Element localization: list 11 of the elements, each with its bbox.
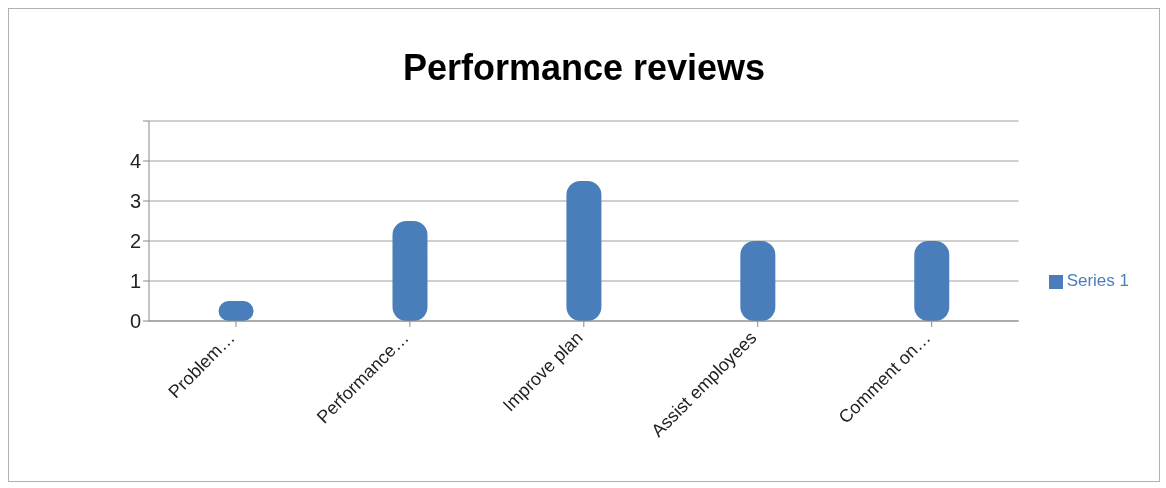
bar <box>392 221 428 321</box>
y-tick-label: 2 <box>129 230 141 253</box>
legend-label: Series 1 <box>1066 271 1129 290</box>
y-tick-label: 4 <box>129 150 141 173</box>
y-tick-label: 3 <box>129 190 141 213</box>
chart-title: Performance reviews <box>401 47 767 90</box>
bar <box>740 241 776 321</box>
bar <box>914 241 950 321</box>
y-tick-label: 1 <box>129 270 141 293</box>
bar <box>566 181 602 321</box>
y-tick-label: 0 <box>129 310 141 333</box>
